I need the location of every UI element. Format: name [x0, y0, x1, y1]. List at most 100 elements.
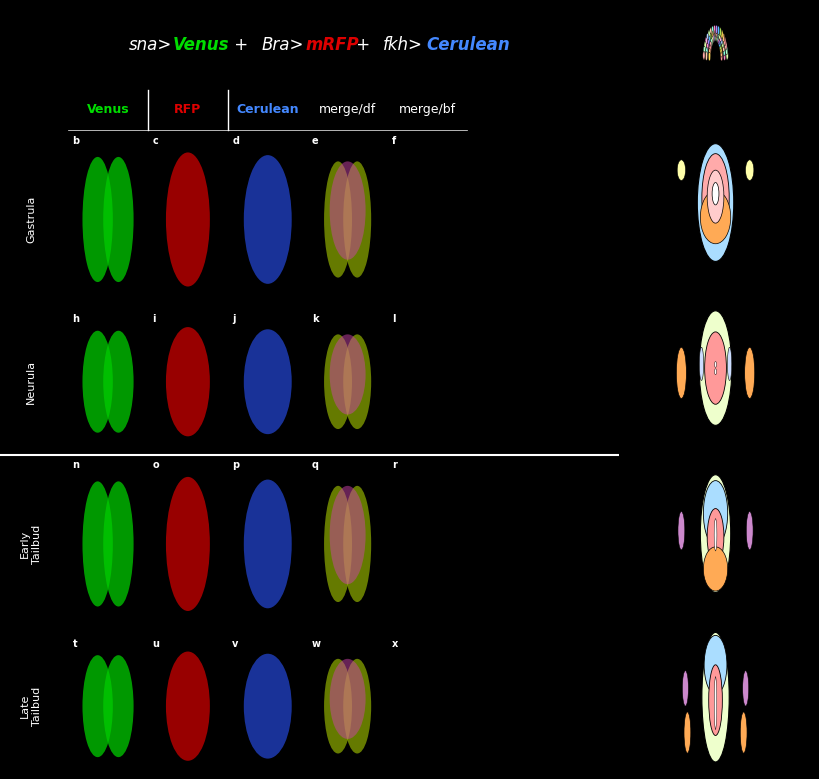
- Ellipse shape: [243, 330, 292, 434]
- Circle shape: [714, 25, 717, 33]
- Ellipse shape: [343, 659, 371, 753]
- Ellipse shape: [83, 481, 113, 607]
- Ellipse shape: [704, 332, 726, 404]
- Circle shape: [722, 33, 724, 42]
- Circle shape: [708, 52, 710, 61]
- Text: a: a: [627, 12, 635, 25]
- Text: mRFP: mRFP: [305, 36, 359, 54]
- Ellipse shape: [708, 664, 722, 735]
- Ellipse shape: [713, 361, 716, 368]
- Text: v: v: [232, 639, 238, 649]
- Circle shape: [724, 41, 726, 50]
- Ellipse shape: [324, 161, 351, 277]
- Text: e: e: [312, 136, 319, 146]
- Ellipse shape: [165, 327, 210, 436]
- Text: p: p: [232, 460, 239, 470]
- Text: Early
Tailbud: Early Tailbud: [20, 524, 42, 563]
- Ellipse shape: [165, 477, 210, 611]
- Circle shape: [704, 41, 705, 50]
- Text: Venus: Venus: [87, 104, 129, 116]
- Circle shape: [718, 41, 721, 50]
- Text: RFP: RFP: [174, 104, 201, 116]
- Circle shape: [717, 31, 719, 40]
- Text: r: r: [391, 460, 396, 470]
- Ellipse shape: [699, 191, 730, 244]
- Ellipse shape: [165, 651, 210, 761]
- Text: o: o: [152, 460, 159, 470]
- Circle shape: [711, 34, 713, 43]
- Text: j: j: [232, 315, 235, 324]
- Text: Late
Tailbud: Late Tailbud: [20, 686, 42, 726]
- Circle shape: [709, 38, 712, 48]
- Text: Cerulean: Cerulean: [236, 104, 299, 116]
- Text: n: n: [72, 460, 79, 470]
- Circle shape: [720, 36, 722, 44]
- Circle shape: [708, 36, 709, 44]
- Ellipse shape: [704, 636, 726, 694]
- Text: i: i: [152, 315, 156, 324]
- Circle shape: [717, 38, 720, 48]
- Ellipse shape: [742, 671, 748, 706]
- Circle shape: [713, 29, 715, 37]
- Ellipse shape: [83, 331, 113, 432]
- Circle shape: [708, 48, 710, 57]
- Ellipse shape: [713, 368, 716, 375]
- Ellipse shape: [696, 143, 733, 262]
- Text: fkh>: fkh>: [382, 36, 423, 54]
- Text: Gastrula: Gastrula: [26, 196, 36, 243]
- Ellipse shape: [243, 654, 292, 759]
- Ellipse shape: [677, 512, 684, 550]
- Ellipse shape: [329, 161, 365, 259]
- Circle shape: [711, 30, 713, 38]
- Text: h: h: [72, 315, 79, 324]
- Ellipse shape: [676, 347, 686, 399]
- Text: q: q: [312, 460, 319, 470]
- Text: d: d: [232, 136, 239, 146]
- Circle shape: [704, 51, 707, 61]
- Ellipse shape: [745, 512, 752, 550]
- Ellipse shape: [676, 160, 685, 181]
- Circle shape: [725, 51, 727, 60]
- Ellipse shape: [706, 509, 723, 565]
- Text: u: u: [152, 639, 159, 649]
- Text: Neurula: Neurula: [26, 360, 36, 404]
- Ellipse shape: [703, 481, 726, 545]
- Ellipse shape: [103, 331, 133, 432]
- Ellipse shape: [699, 474, 730, 593]
- Ellipse shape: [740, 712, 746, 753]
- Text: g: g: [627, 132, 636, 146]
- Ellipse shape: [681, 671, 688, 706]
- Circle shape: [707, 30, 709, 39]
- Circle shape: [717, 26, 719, 34]
- Circle shape: [712, 33, 714, 41]
- Ellipse shape: [243, 155, 292, 284]
- Ellipse shape: [165, 153, 210, 287]
- Circle shape: [704, 37, 707, 46]
- Circle shape: [711, 26, 713, 34]
- Circle shape: [717, 36, 719, 44]
- Ellipse shape: [324, 659, 351, 753]
- Ellipse shape: [324, 334, 351, 429]
- Text: merge/bf: merge/bf: [398, 104, 455, 116]
- Ellipse shape: [699, 311, 731, 425]
- Circle shape: [725, 46, 727, 55]
- Ellipse shape: [701, 153, 728, 242]
- Circle shape: [722, 43, 724, 51]
- Text: w: w: [312, 639, 320, 649]
- Circle shape: [710, 36, 713, 44]
- Ellipse shape: [343, 161, 371, 277]
- Ellipse shape: [713, 519, 716, 551]
- Ellipse shape: [329, 486, 365, 584]
- Circle shape: [715, 33, 717, 41]
- Circle shape: [716, 34, 718, 43]
- Circle shape: [713, 32, 715, 41]
- Ellipse shape: [683, 712, 690, 753]
- Ellipse shape: [103, 481, 133, 607]
- Text: l: l: [391, 315, 395, 324]
- Circle shape: [710, 31, 712, 40]
- Ellipse shape: [744, 160, 753, 181]
- Ellipse shape: [706, 170, 723, 223]
- Ellipse shape: [343, 486, 371, 602]
- Circle shape: [714, 29, 717, 37]
- Ellipse shape: [703, 547, 726, 591]
